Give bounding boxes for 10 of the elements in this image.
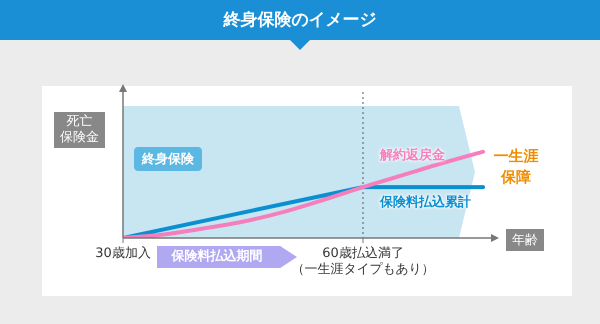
- chart-title: 終身保険のイメージ: [0, 0, 600, 40]
- x-axis-title: 年齢: [506, 229, 544, 251]
- x-tick-label: 60歳払込満了（一生涯タイプもあり）: [292, 246, 434, 277]
- series-label: 保険料払込累計: [380, 194, 471, 211]
- text: 一生涯保障: [492, 146, 540, 188]
- text: 保険料払込期間: [172, 249, 262, 264]
- series-label: 解約返戻金: [380, 146, 445, 164]
- band-label: 終身保険: [134, 147, 202, 171]
- y-axis-title: 死亡保険金: [54, 112, 105, 148]
- x-tick-label: 30歳加入: [95, 246, 151, 262]
